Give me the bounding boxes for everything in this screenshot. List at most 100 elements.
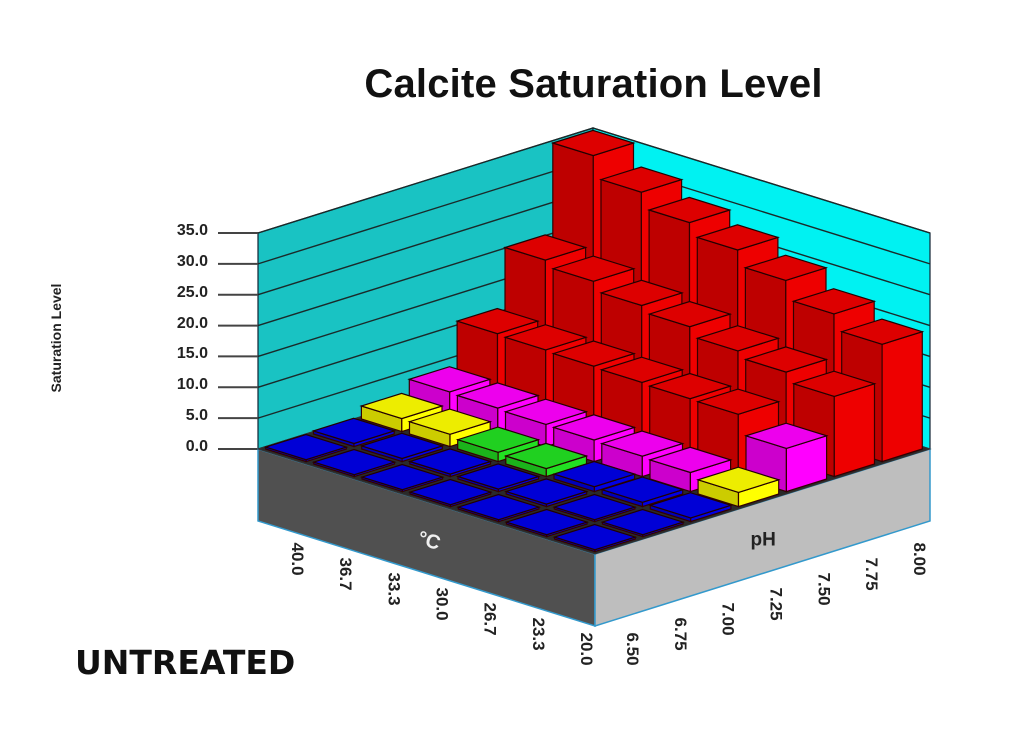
temperature-tick-label: 40.0 (288, 543, 307, 576)
bar-top (551, 255, 636, 282)
z-tick-label: 20.0 (176, 314, 208, 332)
bar-top (455, 426, 541, 453)
bar-front (881, 330, 923, 463)
temperature-tick-label: 20.0 (577, 633, 596, 666)
temperature-tick-label: 30.0 (433, 588, 452, 621)
temperature-tick-label: 23.3 (529, 618, 548, 651)
bar (696, 466, 781, 508)
bar-top (359, 463, 445, 491)
bar-top (502, 234, 588, 261)
temperature-tick-label: 26.7 (481, 603, 500, 636)
bar (551, 460, 637, 493)
bar-top (455, 463, 541, 490)
bar-top (550, 129, 636, 157)
bar-top (456, 493, 541, 521)
bar-top (311, 448, 397, 476)
bar-top (552, 493, 637, 521)
bar-top (695, 325, 781, 352)
bar-top (263, 433, 349, 461)
z-tick-label: 15.0 (176, 345, 208, 363)
z-tick-label: 25.0 (176, 283, 208, 301)
bar-front (833, 382, 876, 478)
bar (359, 432, 445, 463)
bar (311, 448, 397, 478)
bar-top (504, 478, 589, 505)
gridline (257, 158, 594, 265)
bar (600, 476, 685, 508)
bar-top (455, 307, 540, 335)
bar (455, 426, 541, 463)
bar-top (696, 466, 781, 494)
bar (359, 463, 445, 493)
bar-top (743, 254, 829, 282)
ph-tick-label: 8.00 (910, 543, 929, 576)
bar-top (599, 279, 684, 307)
bar (408, 478, 493, 508)
ph-tick-label: 7.50 (814, 573, 833, 606)
bar-top (791, 288, 877, 315)
temperature-tick-label: 36.7 (336, 558, 355, 591)
ph-tick-label: 7.25 (767, 588, 786, 621)
bar-top (407, 408, 493, 435)
bar-top (503, 398, 589, 426)
gridline (257, 189, 594, 296)
bar-top (695, 388, 781, 415)
bar-top (408, 478, 493, 506)
bar-top (600, 508, 686, 536)
bar-top (551, 340, 637, 367)
bar-top (359, 432, 445, 460)
z-tick-label: 5.0 (185, 407, 208, 425)
bar-top (743, 346, 829, 373)
bar (311, 417, 397, 448)
bar (600, 508, 686, 538)
ph-tick-label: 7.00 (719, 603, 738, 636)
bar-top (647, 300, 733, 328)
bar-top (551, 460, 637, 488)
bar-top (647, 446, 733, 474)
bar (504, 508, 590, 538)
bar (552, 523, 638, 553)
bar (648, 492, 733, 523)
bar-top (647, 372, 733, 400)
bar (503, 442, 589, 478)
chart-title: Calcite Saturation Level (364, 62, 823, 106)
ph-tick-label: 6.50 (623, 633, 642, 666)
z-tick-label: 0.0 (185, 438, 208, 455)
bar-top (791, 370, 877, 398)
bar-top (839, 318, 925, 345)
ph-tick-label: 7.75 (862, 558, 881, 591)
bar-top (407, 366, 492, 393)
z-tick-label: 35.0 (176, 222, 208, 239)
bar-top (598, 166, 684, 193)
bar-top (599, 430, 685, 457)
bar (504, 478, 589, 508)
bar (552, 493, 637, 523)
z-tick-label: 10.0 (176, 376, 208, 394)
bar (263, 433, 349, 463)
bar-top (551, 414, 637, 441)
chart-bars (263, 129, 925, 553)
bar-top (552, 523, 638, 551)
bar-top (503, 442, 589, 470)
bar-top (455, 382, 541, 409)
bar-top (743, 422, 829, 450)
bar (791, 370, 877, 478)
gridline (257, 127, 594, 234)
gridline (592, 127, 931, 234)
bar-top (407, 448, 493, 475)
bar-top (648, 492, 733, 519)
z-tick-label: 30.0 (176, 252, 208, 270)
bar-top (695, 224, 780, 251)
bar-top (647, 196, 732, 224)
bar-top (600, 476, 685, 503)
bar-top (504, 508, 590, 536)
ph-tick-label: 6.75 (671, 618, 690, 651)
bar-top (311, 417, 397, 445)
bar (455, 463, 541, 493)
bar-top (359, 392, 445, 420)
bar (456, 493, 541, 523)
bar-top (503, 324, 588, 351)
bar (407, 448, 493, 478)
